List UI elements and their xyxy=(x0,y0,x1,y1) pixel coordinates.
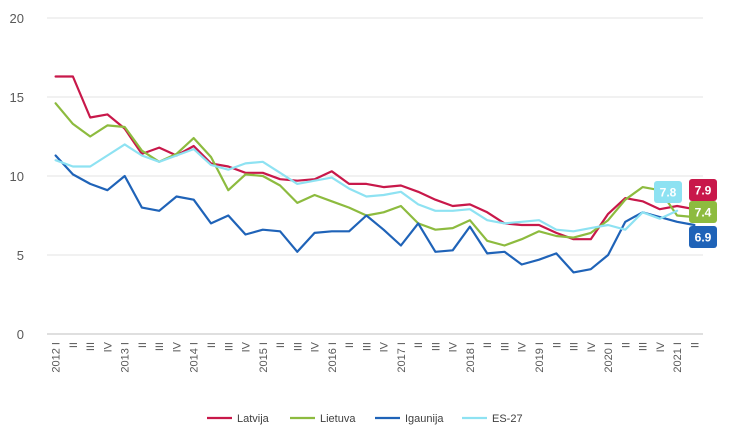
end-label-latvija: 7.9 xyxy=(695,184,712,198)
x-tick-label: 2018 I xyxy=(465,342,477,373)
x-tick-label: 2014 I xyxy=(189,342,201,373)
x-tick-label: 2016 I xyxy=(327,342,339,373)
x-tick-label: II xyxy=(551,342,563,348)
legend-label-igaunija: Igaunija xyxy=(405,413,444,425)
x-axis: 2012 I II III IV 2013 I II III IV 2014 I II III IV 2… xyxy=(51,341,702,372)
x-tick-label: 2015 I xyxy=(258,342,270,373)
end-labels: 7.9 7.4 6.9 7.8 xyxy=(654,179,717,248)
x-tick-label: III xyxy=(361,342,373,351)
series-line-es-27 xyxy=(54,143,679,233)
x-tick-label: 2012 I xyxy=(51,342,63,373)
end-label-box-latvija xyxy=(689,179,717,201)
x-tick-label: 2021 I xyxy=(672,342,684,373)
y-tick-label: 15 xyxy=(10,90,24,105)
x-tick-label: III xyxy=(223,342,235,351)
x-tick-label: 2020 I xyxy=(603,342,615,373)
x-tick-label: IV xyxy=(517,341,529,352)
end-label-lietuva: 7.4 xyxy=(695,206,712,220)
series-line-latvija xyxy=(54,75,696,241)
x-tick-label: IV xyxy=(310,341,322,352)
series-line-lietuva xyxy=(54,102,696,247)
x-tick-label: IV xyxy=(171,341,183,352)
x-tick-label: III xyxy=(154,342,166,351)
x-tick-label: II xyxy=(344,342,356,348)
y-tick-label: 10 xyxy=(10,169,24,184)
x-tick-label: II xyxy=(68,342,80,348)
x-tick-label: II xyxy=(137,342,149,348)
x-tick-label: 2017 I xyxy=(396,342,408,373)
x-tick-label: 2013 I xyxy=(120,342,132,373)
x-tick-label: IV xyxy=(655,341,667,352)
legend-label-lietuva: Lietuva xyxy=(320,413,356,425)
x-tick-label: III xyxy=(85,342,97,351)
x-tick-label: II xyxy=(482,342,494,348)
end-label-box-es-27 xyxy=(654,181,682,203)
x-tick-label: IV xyxy=(102,341,114,352)
y-tick-label: 0 xyxy=(17,327,24,342)
x-tick-label: IV xyxy=(379,341,391,352)
x-tick-label: II xyxy=(689,342,701,348)
x-tick-label: 2019 I xyxy=(534,342,546,373)
y-tick-label: 5 xyxy=(17,248,24,263)
y-axis: 0 5 10 15 20 xyxy=(10,11,24,342)
series-lines xyxy=(54,75,696,274)
end-label-box-igaunija xyxy=(689,226,717,248)
x-tick-label: IV xyxy=(448,341,460,352)
x-tick-label: IV xyxy=(241,341,253,352)
end-label-box-lietuva xyxy=(689,201,717,223)
x-tick-label: II xyxy=(206,342,218,348)
x-tick-label: II xyxy=(275,342,287,348)
series-line-igaunija xyxy=(54,154,696,274)
x-tick-label: III xyxy=(569,342,581,351)
x-tick-label: II xyxy=(620,342,632,348)
legend-label-latvija: Latvija xyxy=(237,413,270,425)
x-tick-label: III xyxy=(499,342,511,351)
legend: Latvija Lietuva Igaunija ES-27 xyxy=(207,413,523,425)
y-tick-label: 20 xyxy=(10,11,24,26)
end-label-igaunija: 6.9 xyxy=(695,231,712,245)
x-tick-label: III xyxy=(430,342,442,351)
x-tick-label: II xyxy=(413,342,425,348)
x-tick-label: III xyxy=(638,342,650,351)
x-tick-label: III xyxy=(292,342,304,351)
x-tick-label: IV xyxy=(586,341,598,352)
legend-label-es-27: ES-27 xyxy=(492,413,523,425)
end-label-es-27: 7.8 xyxy=(660,186,677,200)
gridlines xyxy=(47,17,703,335)
